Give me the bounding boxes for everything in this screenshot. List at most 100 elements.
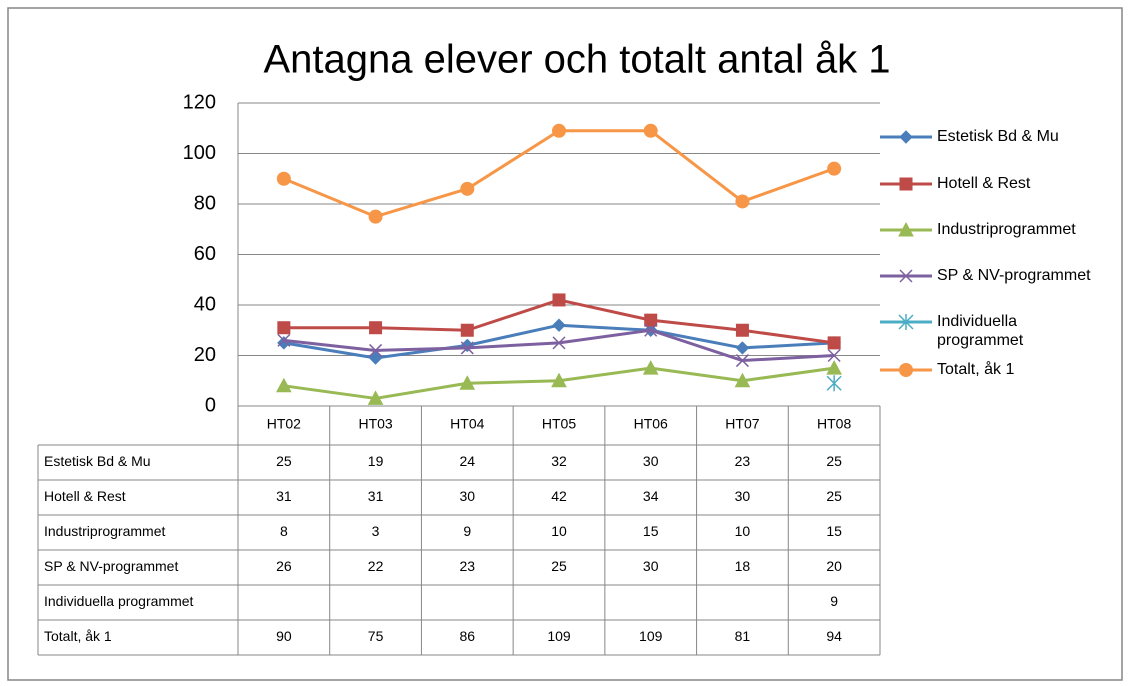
table-row-label: Individuella programmet: [44, 593, 194, 609]
marker: [899, 130, 913, 144]
chart-border: [7, 7, 1123, 681]
y-tick-label: 0: [205, 394, 216, 416]
legend-label: Industriprogrammet: [937, 221, 1076, 238]
marker: [368, 209, 383, 224]
table-cell: 26: [276, 558, 292, 574]
table-cell: 30: [643, 453, 659, 469]
marker: [460, 323, 474, 337]
table-cell: 23: [459, 558, 475, 574]
legend-label: SP & NV-programmet: [937, 267, 1091, 284]
x-tick-label: HT04: [450, 416, 484, 432]
marker: [827, 348, 841, 363]
marker: [898, 221, 914, 237]
marker: [735, 354, 749, 368]
marker: [551, 372, 567, 388]
table-cell: 9: [463, 523, 471, 539]
table-cell: 15: [643, 523, 659, 539]
table-cell: 31: [368, 488, 384, 504]
marker: [735, 194, 750, 209]
table-cell: 9: [830, 593, 838, 609]
table-row-label: SP & NV-programmet: [44, 558, 178, 574]
y-tick-label: 120: [183, 91, 216, 113]
table-row-label: Industriprogrammet: [44, 523, 165, 539]
x-tick-label: HT08: [817, 416, 851, 432]
table-row-label: Totalt, åk 1: [44, 628, 112, 644]
table-cell: 30: [643, 558, 659, 574]
legend-item: Totalt, åk 1: [937, 361, 1015, 378]
marker: [827, 161, 842, 176]
legend-label: Estetisk Bd & Mu: [937, 128, 1059, 145]
table-cell: 31: [276, 488, 292, 504]
table-cell: 25: [826, 453, 842, 469]
legend-item: Hotell & Rest: [937, 175, 1030, 192]
table-cell: 3: [372, 523, 380, 539]
marker: [643, 123, 658, 138]
marker: [460, 181, 475, 196]
marker: [644, 313, 658, 327]
marker: [642, 360, 659, 375]
table-cell: 109: [639, 628, 663, 644]
table-cell: 8: [280, 523, 288, 539]
marker: [369, 343, 383, 357]
x-tick-label: HT03: [358, 416, 392, 432]
table-cell: 25: [551, 558, 567, 574]
table-cell: 86: [459, 628, 475, 644]
y-tick-label: 100: [183, 142, 216, 164]
x-tick-label: HT07: [725, 416, 759, 432]
y-tick-label: 80: [194, 192, 216, 214]
x-tick-label: HT06: [634, 416, 668, 432]
legend-item: Estetisk Bd & Mu: [937, 128, 1059, 145]
marker: [276, 377, 292, 393]
legend-item: SP & NV-programmet: [937, 267, 1091, 284]
marker: [899, 363, 913, 377]
table-cell: 75: [368, 628, 384, 644]
table-row-label: Hotell & Rest: [44, 488, 126, 504]
y-tick-label: 40: [194, 293, 216, 315]
legend-item: Individuella programmet: [937, 313, 1024, 349]
x-tick-label: HT02: [267, 416, 301, 432]
marker: [460, 341, 474, 355]
marker: [552, 293, 566, 307]
table-cell: 25: [826, 488, 842, 504]
table-cell: 22: [368, 558, 384, 574]
table-cell: 81: [735, 628, 751, 644]
marker: [552, 318, 566, 332]
table-cell: 24: [459, 453, 475, 469]
table-cell: 25: [276, 453, 292, 469]
table-cell: 109: [547, 628, 571, 644]
table-cell: 20: [826, 558, 842, 574]
table-cell: 15: [826, 523, 842, 539]
table-cell: 23: [735, 453, 751, 469]
marker: [734, 372, 751, 388]
chart-title: Antagna elever och totalt antal åk 1: [263, 38, 890, 82]
marker: [277, 333, 291, 347]
table-cell: 30: [459, 488, 475, 504]
table-cell: 32: [551, 453, 567, 469]
legend-label: Individuella programmet: [937, 313, 1024, 349]
marker: [644, 323, 658, 337]
x-tick-label: HT05: [542, 416, 576, 432]
marker: [552, 336, 566, 350]
marker: [735, 341, 750, 355]
marker: [552, 123, 566, 138]
table-cell: 19: [368, 453, 384, 469]
table-cell: 18: [735, 558, 751, 574]
marker: [277, 321, 291, 335]
table-cell: 90: [276, 628, 292, 644]
table-cell: 30: [735, 488, 751, 504]
table-cell: 34: [643, 488, 659, 504]
marker: [826, 375, 842, 392]
marker: [367, 390, 384, 405]
marker: [826, 360, 842, 375]
y-tick-label: 60: [194, 243, 216, 265]
marker: [276, 171, 291, 186]
marker: [899, 269, 913, 283]
table-cell: 42: [551, 488, 567, 504]
table-cell: 10: [551, 523, 567, 539]
y-tick-label: 20: [194, 344, 216, 366]
marker: [899, 177, 913, 191]
legend-label: Totalt, åk 1: [937, 361, 1015, 378]
marker: [898, 314, 914, 330]
legend-item: Industriprogrammet: [937, 221, 1076, 238]
